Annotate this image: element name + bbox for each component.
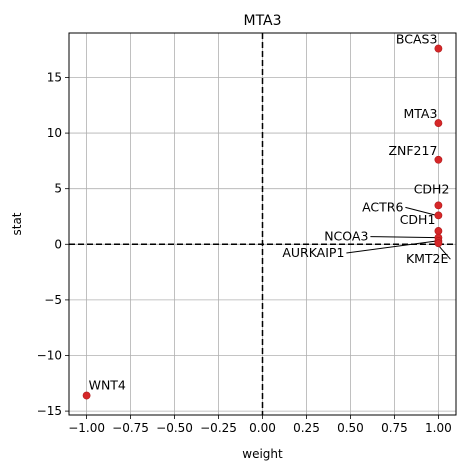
point-label: ZNF217 bbox=[388, 143, 437, 158]
y-tick-label: 10 bbox=[47, 126, 62, 140]
y-axis-ticks: −15 −10 −5 0 5 10 15 bbox=[37, 70, 69, 418]
point-label: WNT4 bbox=[89, 378, 126, 393]
data-point bbox=[434, 211, 443, 220]
x-tick-label: −1.00 bbox=[68, 421, 105, 435]
x-tick-label: 0.50 bbox=[337, 421, 364, 435]
point-label: CDH1 bbox=[400, 212, 436, 227]
x-tick-label: 0.25 bbox=[293, 421, 320, 435]
label-leader-lines bbox=[346, 206, 451, 260]
label-leader-line bbox=[346, 240, 437, 254]
data-point bbox=[434, 201, 443, 210]
y-axis-label: stat bbox=[10, 212, 24, 235]
x-axis-ticks: −1.00 −0.75 −0.50 −0.25 0.00 0.25 0.50 0.75 1.00 bbox=[68, 415, 452, 435]
reference-lines bbox=[69, 33, 456, 415]
data-point bbox=[434, 155, 443, 164]
label-leader-line bbox=[370, 236, 437, 239]
x-tick-label: 0.75 bbox=[381, 421, 408, 435]
y-tick-label: 5 bbox=[54, 182, 62, 196]
y-tick-label: −5 bbox=[44, 293, 62, 307]
x-tick-label: 0.00 bbox=[249, 421, 276, 435]
x-axis-label: weight bbox=[242, 447, 283, 461]
point-label: AURKAIP1 bbox=[282, 245, 344, 260]
y-tick-label: −15 bbox=[37, 404, 62, 418]
point-label: BCAS3 bbox=[396, 32, 438, 47]
data-point bbox=[434, 44, 443, 53]
x-tick-label: −0.75 bbox=[112, 421, 149, 435]
point-label: ACTR6 bbox=[362, 199, 403, 214]
y-tick-label: −10 bbox=[37, 349, 62, 363]
label-leader-line bbox=[405, 206, 437, 216]
data-point bbox=[434, 239, 443, 248]
y-tick-label: 0 bbox=[54, 237, 62, 251]
point-label: KMT2E bbox=[406, 251, 449, 266]
point-label: CDH2 bbox=[414, 181, 450, 196]
data-points bbox=[82, 44, 443, 400]
x-tick-label: 1.00 bbox=[425, 421, 452, 435]
y-tick-label: 15 bbox=[47, 70, 62, 84]
data-point bbox=[434, 227, 443, 235]
data-point bbox=[82, 391, 91, 400]
x-tick-label: −0.50 bbox=[156, 421, 193, 435]
point-label: MTA3 bbox=[403, 106, 437, 121]
point-label: NCOA3 bbox=[324, 229, 368, 244]
chart-title: MTA3 bbox=[243, 13, 281, 29]
x-tick-label: −0.25 bbox=[200, 421, 237, 435]
data-point bbox=[434, 119, 443, 127]
